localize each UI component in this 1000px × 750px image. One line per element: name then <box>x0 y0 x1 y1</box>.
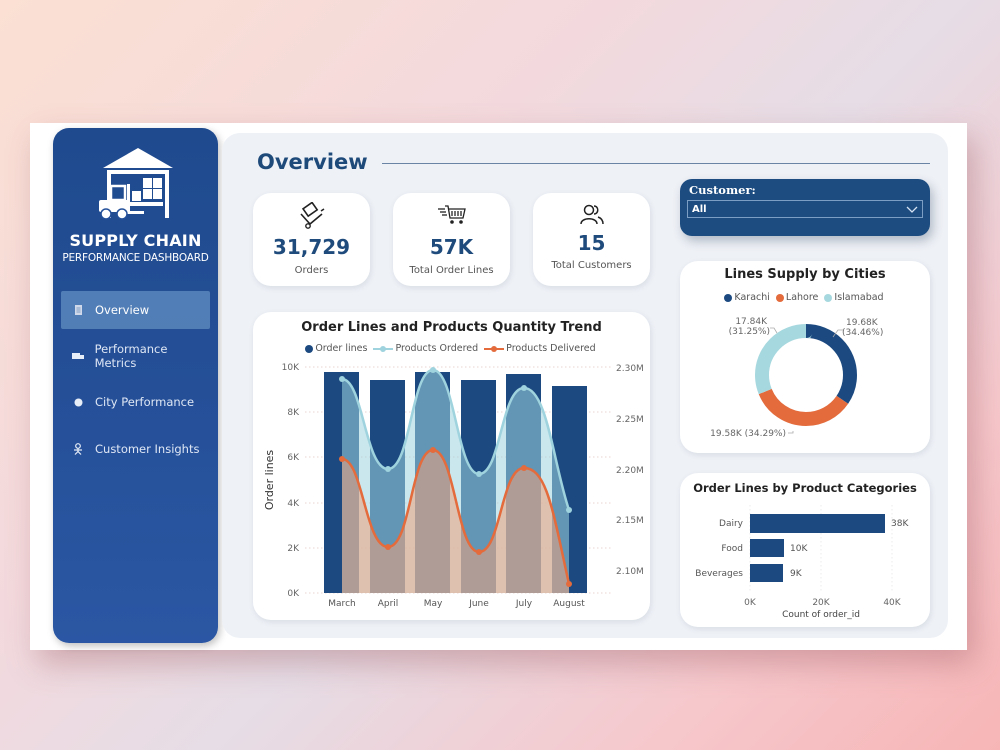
svg-text:July: July <box>515 599 533 609</box>
svg-text:Beverages: Beverages <box>695 569 743 579</box>
trend-chart-title: Order Lines and Products Quantity Trend <box>301 320 602 335</box>
svg-text:9K: 9K <box>790 569 803 579</box>
svg-text:May: May <box>424 599 443 609</box>
hand-truck-icon <box>253 202 370 230</box>
kpi-value: 31,729 <box>272 235 351 259</box>
svg-text:2.15M: 2.15M <box>616 516 644 526</box>
svg-text:8K: 8K <box>287 408 300 418</box>
page-title: Overview <box>257 150 368 174</box>
cities-chart-title: Lines Supply by Cities <box>724 267 886 282</box>
svg-text:Count of order_id: Count of order_id <box>782 610 860 620</box>
y-axis-label: Order lines <box>263 450 276 511</box>
svg-text:0K: 0K <box>744 598 757 608</box>
circle-icon <box>69 398 87 407</box>
svg-text:August: August <box>553 599 585 609</box>
kpi-value: 57K <box>429 235 474 259</box>
sidebar: SUPPLY CHAIN PERFORMANCE DASHBOARD Overv… <box>53 128 218 643</box>
shopping-cart-icon <box>393 202 510 230</box>
svg-text:Dairy: Dairy <box>719 519 744 529</box>
legend-lahore[interactable]: Lahore <box>775 292 818 303</box>
brand-subtitle: PERFORMANCE DASHBOARD <box>62 252 209 264</box>
legend-products-ordered[interactable]: Products Ordered <box>373 343 478 354</box>
categories-chart-title: Order Lines by Product Categories <box>693 481 917 495</box>
sidebar-item-performance-metrics[interactable]: Performance Metrics <box>61 337 210 375</box>
kpi-label: Total Order Lines <box>409 265 494 276</box>
trend-chart-plot: 10K 8K 6K 4K 2K 0K 2.30M 2.25M 2.20M 2.1… <box>263 363 644 609</box>
trend-chart-card: Order Lines and Products Quantity Trend … <box>253 312 650 620</box>
svg-text:(34.46%): (34.46%) <box>842 328 883 338</box>
kpi-label: Orders <box>294 265 329 276</box>
svg-text:April: April <box>378 599 399 609</box>
svg-text:(31.25%): (31.25%) <box>729 327 770 337</box>
svg-text:19.68K: 19.68K <box>846 318 879 328</box>
cities-chart-card: Lines Supply by Cities Karachi Lahore Is… <box>680 261 930 453</box>
dropdown-value: All <box>692 203 707 215</box>
cities-legend: Karachi Lahore Islamabad <box>680 292 930 303</box>
brand-title: SUPPLY CHAIN <box>69 231 202 250</box>
svg-text:March: March <box>328 599 355 609</box>
sidebar-item-overview[interactable]: Overview <box>61 291 210 329</box>
customer-filter: Customer: All <box>680 179 930 236</box>
svg-text:2.25M: 2.25M <box>616 415 644 425</box>
kpi-card-orders: 31,729 Orders <box>253 193 370 286</box>
users-icon <box>533 202 650 230</box>
document-icon <box>69 305 87 315</box>
filter-label: Customer: <box>689 183 756 197</box>
legend-karachi[interactable]: Karachi <box>724 292 770 303</box>
sidebar-item-label: Customer Insights <box>95 442 200 456</box>
trend-legend: Order lines Products Ordered Products De… <box>253 343 650 354</box>
svg-text:2.20M: 2.20M <box>616 466 644 476</box>
sidebar-item-label: Overview <box>95 303 150 317</box>
warehouse-forklift-icon <box>99 148 173 220</box>
kpi-card-order-lines: 57K Total Order Lines <box>393 193 510 286</box>
person-icon <box>69 443 87 455</box>
sidebar-item-label: Performance Metrics <box>94 342 168 370</box>
svg-text:Food: Food <box>721 544 743 554</box>
svg-text:40K: 40K <box>883 598 901 608</box>
truck-icon <box>69 352 87 360</box>
chevron-down-icon <box>906 206 918 213</box>
svg-text:38K: 38K <box>891 519 909 529</box>
svg-text:10K: 10K <box>282 363 300 373</box>
svg-text:19.58K (34.29%): 19.58K (34.29%) <box>710 429 786 439</box>
customer-dropdown[interactable]: All <box>687 200 923 218</box>
svg-text:2.30M: 2.30M <box>616 364 644 374</box>
sidebar-item-label: City Performance <box>95 395 195 409</box>
svg-text:June: June <box>468 599 489 609</box>
title-divider <box>382 163 930 164</box>
svg-text:17.84K: 17.84K <box>735 317 768 327</box>
svg-text:2.10M: 2.10M <box>616 567 644 577</box>
legend-order-lines[interactable]: Order lines <box>305 343 367 354</box>
kpi-card-customers: 15 Total Customers <box>533 193 650 286</box>
svg-text:0K: 0K <box>287 589 300 599</box>
svg-text:2K: 2K <box>287 544 300 554</box>
sidebar-item-city-performance[interactable]: City Performance <box>61 383 210 421</box>
sidebar-item-customer-insights[interactable]: Customer Insights <box>61 430 210 468</box>
legend-products-delivered[interactable]: Products Delivered <box>484 343 596 354</box>
svg-text:10K: 10K <box>790 544 808 554</box>
svg-text:4K: 4K <box>287 499 300 509</box>
svg-text:6K: 6K <box>287 453 300 463</box>
kpi-value: 15 <box>577 231 606 255</box>
cities-donut: 19.68K (34.46%) 17.84K (31.25%) 19.58K (… <box>710 317 883 439</box>
svg-text:20K: 20K <box>812 598 830 608</box>
categories-chart-card: Order Lines by Product Categories Dairy … <box>680 473 930 627</box>
kpi-label: Total Customers <box>551 260 632 271</box>
categories-bar-chart: Dairy Food Beverages 38K 10K 9K 0K 20K 4… <box>695 505 909 620</box>
legend-islamabad[interactable]: Islamabad <box>824 292 884 303</box>
